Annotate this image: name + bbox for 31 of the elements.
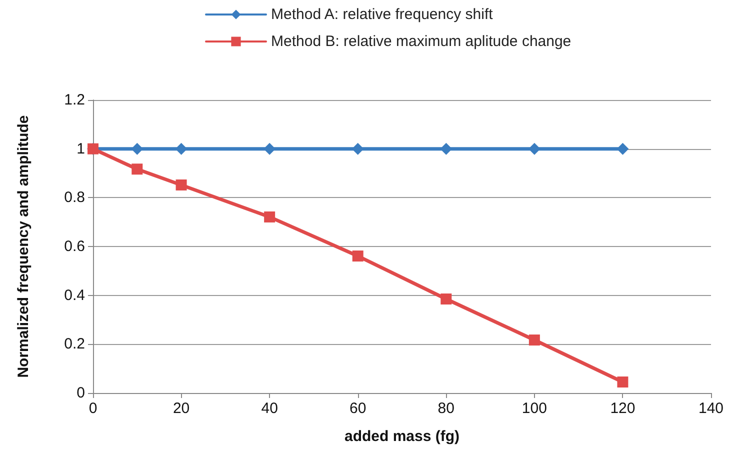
x-tick-label: 20	[172, 400, 190, 417]
point	[131, 142, 144, 155]
x-tick-label: 80	[438, 400, 454, 417]
point	[176, 179, 187, 190]
y-tick-label: 0.4	[64, 286, 85, 304]
x-tick-label: 140	[698, 400, 724, 417]
point	[440, 142, 452, 155]
y-tick-label: 1	[76, 140, 85, 158]
point	[440, 293, 452, 304]
x-tick-label: 120	[610, 400, 636, 417]
y-tick-label: 1.2	[64, 92, 85, 108]
x-axis-title: added mass (fg)	[344, 428, 460, 445]
point	[352, 142, 364, 155]
point	[616, 142, 629, 155]
legend-label: Method B: relative maximum aplitude change	[271, 33, 572, 50]
y-tick-label: 0.2	[64, 336, 85, 353]
x-tick-label: 0	[88, 400, 98, 417]
y-axis-title: Normalized frequency and amplitude	[15, 115, 32, 378]
point	[132, 164, 143, 175]
x-tick-label: 40	[261, 400, 278, 417]
y-tick-label: 0	[76, 384, 85, 402]
point	[175, 142, 188, 155]
point	[352, 250, 364, 262]
y-tick-label: 0.8	[64, 189, 85, 206]
point	[617, 376, 628, 388]
point	[264, 211, 276, 222]
legend-label: Method A: relative frequency shift	[271, 6, 494, 23]
point	[528, 334, 540, 346]
x-tick-label: 100	[522, 400, 547, 417]
x-tick-label: 60	[350, 400, 366, 417]
y-tick-label: 0.6	[64, 238, 85, 255]
